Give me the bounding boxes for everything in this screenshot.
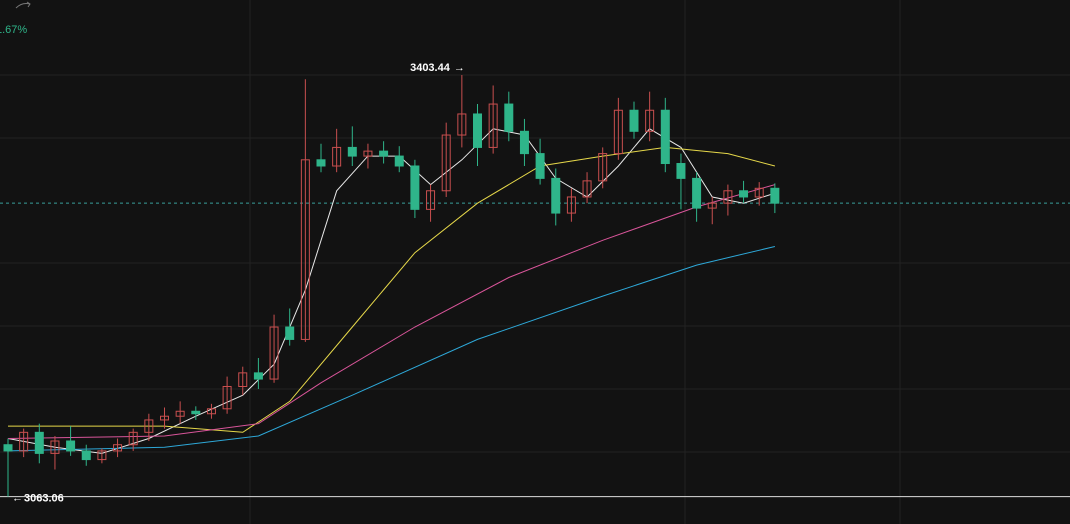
ma-line xyxy=(7,246,776,452)
candle-body xyxy=(660,109,670,165)
candle-body xyxy=(160,415,169,421)
candle-body xyxy=(692,177,702,209)
candle-body xyxy=(222,385,232,410)
candle-body xyxy=(300,159,310,340)
candle-body xyxy=(629,109,639,132)
candle-body xyxy=(191,410,201,415)
candle-body xyxy=(316,159,326,167)
candle-body xyxy=(723,190,733,204)
candle-body xyxy=(206,408,216,415)
candle-body xyxy=(19,431,29,452)
candle-body xyxy=(645,109,655,132)
arrow: → xyxy=(454,62,465,74)
candle-body xyxy=(770,187,780,204)
candle-body xyxy=(473,113,482,148)
candle-body xyxy=(50,440,60,454)
icon xyxy=(15,1,31,9)
candle-body xyxy=(739,190,749,198)
candle-body xyxy=(81,450,91,461)
candle-body xyxy=(3,444,13,452)
candle-body xyxy=(285,326,295,340)
candle-body xyxy=(269,326,279,380)
candle-body xyxy=(34,431,44,454)
candle-body xyxy=(457,113,467,136)
candle-body xyxy=(754,187,764,198)
candle-body xyxy=(175,410,185,417)
candle-body xyxy=(332,146,342,167)
candle-body xyxy=(613,109,623,155)
candle-body xyxy=(707,202,717,209)
candle-body xyxy=(363,150,373,157)
candle-body xyxy=(535,153,545,179)
candle-body xyxy=(504,103,514,132)
candle-body xyxy=(566,196,576,214)
change-label: 1.67% xyxy=(0,24,27,36)
candle-body xyxy=(238,372,248,387)
candle-body xyxy=(97,450,107,461)
candle-body xyxy=(551,177,561,214)
candle-body xyxy=(676,163,686,179)
arrow: ← xyxy=(12,493,23,505)
candle-body xyxy=(394,155,404,167)
high-label: 3403.44 xyxy=(410,62,451,74)
candle-body xyxy=(426,190,436,210)
candle-body xyxy=(144,419,154,433)
candle-body xyxy=(582,180,592,198)
ma-line xyxy=(7,184,776,439)
candle-body xyxy=(488,103,498,148)
low-label: 3063.06 xyxy=(24,493,64,505)
ma-line xyxy=(8,146,776,433)
candle-body xyxy=(128,431,138,446)
candle-body xyxy=(410,165,420,210)
candle-body xyxy=(113,444,123,452)
candle-body xyxy=(441,134,451,192)
candle-body xyxy=(253,372,263,380)
candle-body xyxy=(598,153,608,182)
candle-body xyxy=(519,130,529,155)
candle-body xyxy=(347,146,357,157)
candle-body xyxy=(66,440,76,452)
candle-body xyxy=(379,150,389,157)
